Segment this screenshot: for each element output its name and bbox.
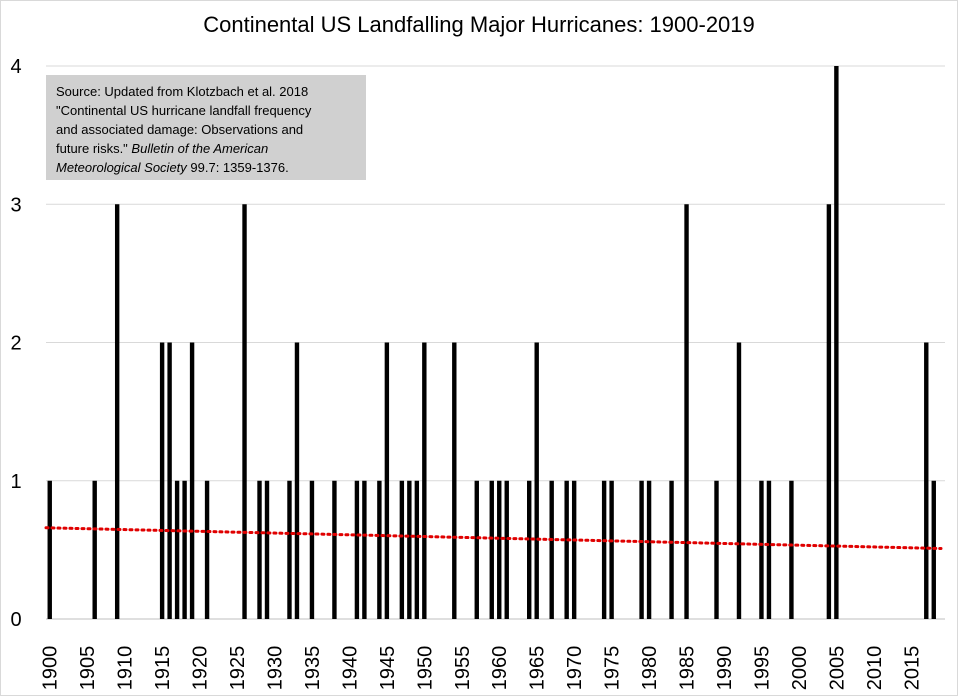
bar xyxy=(167,342,172,619)
y-tick-label: 1 xyxy=(10,471,21,493)
bar xyxy=(422,342,427,619)
x-tick-label: 1910 xyxy=(115,646,137,691)
bar xyxy=(114,204,120,619)
source-line-2: "Continental US hurricane landfall frequ… xyxy=(56,103,312,118)
x-tick-label: 1975 xyxy=(602,646,624,691)
grid-lines xyxy=(46,65,945,620)
bar xyxy=(527,480,532,619)
y-tick-label: 0 xyxy=(10,609,21,631)
bar xyxy=(497,480,502,619)
bar xyxy=(182,480,187,619)
bar xyxy=(504,480,509,619)
trendline xyxy=(44,526,943,550)
bar xyxy=(377,480,382,619)
bar xyxy=(294,342,300,619)
bar xyxy=(714,480,719,619)
x-tick-label: 1920 xyxy=(190,646,212,691)
x-tick-label: 1970 xyxy=(564,646,586,691)
bar xyxy=(159,342,165,619)
bar xyxy=(257,480,262,619)
bar xyxy=(564,480,569,619)
x-tick-label: 1960 xyxy=(489,646,511,691)
y-tick-labels: 0 1 2 3 4 xyxy=(10,56,21,631)
bar xyxy=(759,480,764,619)
bars xyxy=(47,66,936,619)
x-tick-label: 1995 xyxy=(751,646,773,691)
x-tick-label: 2015 xyxy=(901,646,923,691)
bar xyxy=(931,480,936,619)
bar xyxy=(549,480,554,619)
bar xyxy=(452,342,457,619)
bar xyxy=(362,480,367,619)
x-tick-label: 1915 xyxy=(152,646,174,691)
x-tick-label: 1940 xyxy=(339,646,361,691)
x-tick-label: 2005 xyxy=(826,646,848,691)
y-tick-label: 4 xyxy=(10,56,21,78)
x-tick-label: 1980 xyxy=(639,646,661,691)
bar xyxy=(924,342,929,619)
bar xyxy=(47,480,52,619)
chart-title: Continental US Landfalling Major Hurrica… xyxy=(203,12,755,37)
bar xyxy=(826,204,832,619)
bar xyxy=(736,342,742,619)
x-tick-label: 1950 xyxy=(414,646,436,691)
bar xyxy=(789,480,794,619)
source-line-4-plain: future risks." xyxy=(56,141,132,156)
x-tick-label: 1990 xyxy=(714,646,736,691)
y-tick-label: 2 xyxy=(10,333,21,355)
bar xyxy=(414,480,420,619)
x-tick-labels: 1900 1905 1910 1915 1920 1925 1930 1935 1940 1945… xyxy=(40,646,924,691)
source-line-5-italic: Meteorological Society xyxy=(56,160,187,175)
x-tick-label: 1905 xyxy=(77,646,99,691)
bar xyxy=(601,480,607,619)
x-tick-label: 1965 xyxy=(527,646,549,691)
bar xyxy=(287,480,292,619)
bar xyxy=(534,342,539,619)
bar xyxy=(646,480,652,619)
source-line-5: Meteorological Society 99.7: 1359-1376. xyxy=(56,158,356,177)
bar xyxy=(639,480,644,619)
source-line-4: future risks." Bulletin of the American xyxy=(56,139,356,158)
x-tick-label: 1945 xyxy=(377,646,399,691)
x-tick-label: 2000 xyxy=(789,646,811,691)
bar xyxy=(766,480,772,619)
source-line-4-italic: Bulletin of the American xyxy=(131,141,269,156)
bar xyxy=(309,480,315,619)
bar xyxy=(92,480,97,619)
source-line-3: and associated damage: Observations and xyxy=(56,122,304,137)
source-line-5-plain: 99.7: 1359-1376. xyxy=(186,160,289,175)
bar xyxy=(189,342,195,619)
bar xyxy=(669,480,674,619)
bar xyxy=(204,480,210,619)
bar xyxy=(174,480,180,619)
bar xyxy=(332,480,337,619)
x-tick-label: 1955 xyxy=(452,646,474,691)
bar xyxy=(474,480,479,619)
x-tick-label: 1930 xyxy=(264,646,286,691)
x-tick-label: 1935 xyxy=(302,646,324,691)
bar xyxy=(399,480,405,619)
x-tick-label: 1900 xyxy=(40,646,62,691)
x-tick-label: 2010 xyxy=(864,646,886,691)
bar xyxy=(242,204,247,619)
x-tick-label: 1925 xyxy=(227,646,249,691)
bar xyxy=(407,480,412,619)
bar xyxy=(609,480,614,619)
trendline-line xyxy=(44,526,943,550)
bar xyxy=(384,342,390,619)
source-line-1: Source: Updated from Klotzbach et al. 20… xyxy=(56,84,309,99)
bar xyxy=(264,480,270,619)
y-tick-label: 3 xyxy=(10,194,21,216)
bar xyxy=(489,480,494,619)
x-tick-label: 1985 xyxy=(677,646,699,691)
source-annotation: Source: Updated from Klotzbach et al. 20… xyxy=(46,75,366,180)
bar xyxy=(354,480,360,619)
bar xyxy=(834,66,839,619)
bar xyxy=(571,480,577,619)
bar xyxy=(684,204,689,619)
